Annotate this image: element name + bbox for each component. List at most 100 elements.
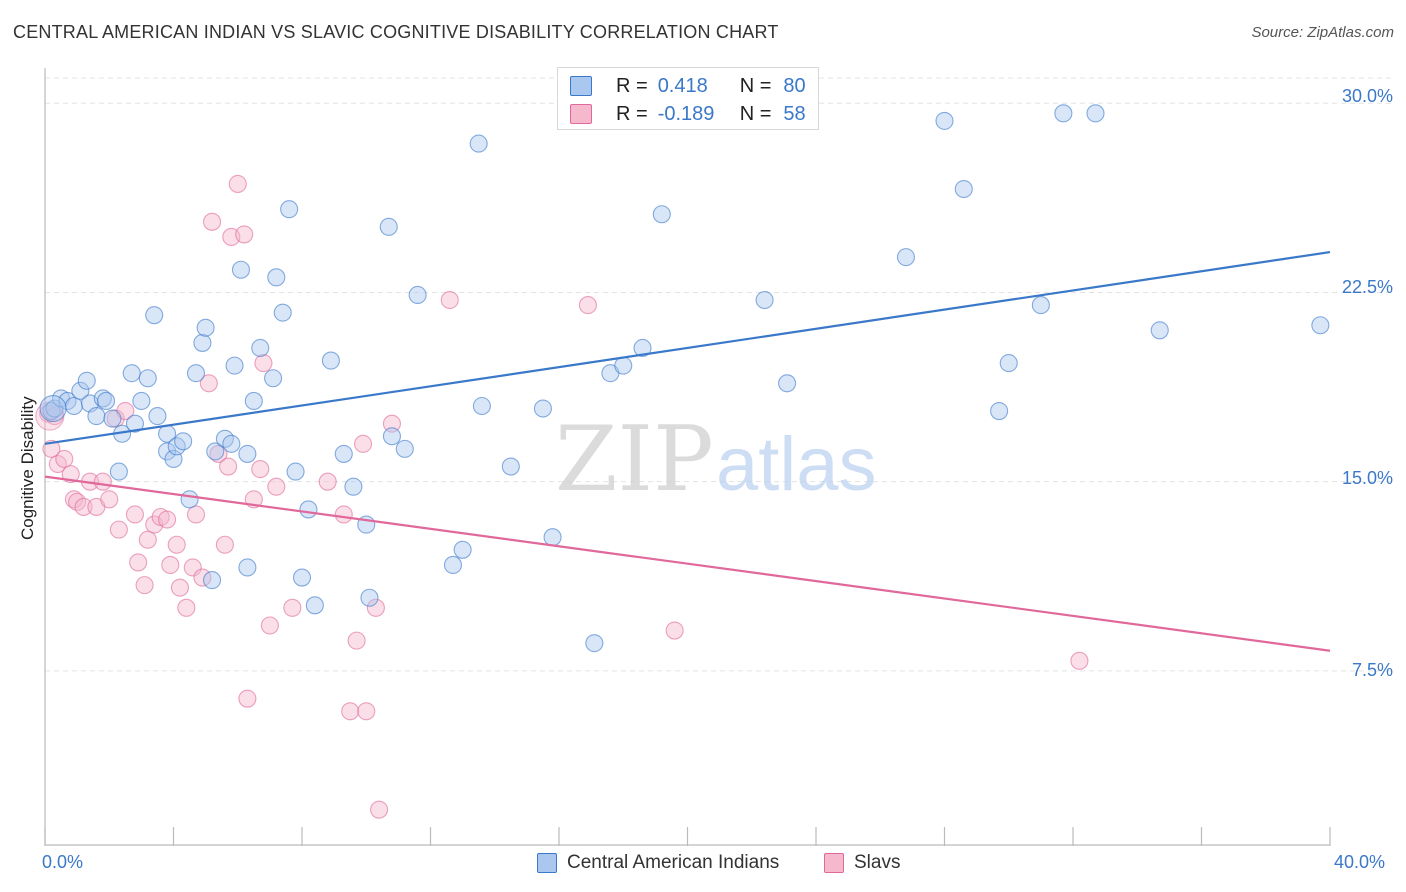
central-american-indians-point (755, 290, 774, 310)
y-tick-label-15: 15.0% (1341, 468, 1393, 488)
central-american-indians-point (71, 381, 90, 400)
slavs-point (55, 449, 74, 469)
slavs-point (267, 477, 286, 496)
central-american-indians-point (196, 318, 215, 337)
central-american-indians-point (382, 427, 402, 446)
legend-row-slavs: R = -0.189 N = 58 (570, 101, 806, 127)
central-american-indians-point (501, 457, 520, 476)
central-american-indians-point (193, 333, 212, 352)
slavs-point (283, 598, 302, 617)
central-american-indians-point (344, 477, 363, 496)
central-american-indians-point (443, 555, 463, 574)
central-american-indians-point (96, 391, 116, 410)
central-american-indians-point (264, 369, 283, 388)
central-american-indians-point (395, 439, 414, 458)
central-american-indians-point (222, 434, 241, 453)
central-american-indians-point (543, 528, 562, 547)
y-tick-label-22-5: 22.5% (1341, 277, 1393, 297)
x-tick-label-min: 0.0% (42, 852, 84, 872)
slavs-point (440, 290, 459, 310)
central-american-indians-point (954, 179, 973, 199)
central-american-indians-point (244, 391, 263, 410)
legend-r-value: -0.189 (657, 102, 715, 125)
central-american-indians-point (453, 540, 472, 559)
central-american-indians-point (286, 462, 305, 481)
slavs-point (1070, 651, 1089, 670)
legend-n-label: N = (739, 102, 772, 125)
slavs-point (74, 497, 93, 516)
central-american-indians-point (238, 558, 257, 577)
central-american-indians-point (778, 374, 797, 393)
central-american-indians-point (186, 364, 206, 383)
slavs-point (93, 472, 112, 491)
legend-swatch-blue (537, 853, 557, 873)
central-american-indians-point (206, 442, 225, 461)
chart-title: CENTRAL AMERICAN INDIAN VS SLAVIC COGNIT… (13, 22, 779, 42)
trend-lines (44, 251, 1331, 652)
central-american-indians-point (109, 462, 128, 481)
slavs-point (254, 354, 273, 373)
central-american-indians-point (896, 248, 916, 267)
central-american-indians-point (77, 371, 96, 390)
slavs-point (125, 505, 144, 524)
slavs-points (35, 174, 1089, 819)
legend-item-central-american-indians[interactable]: Central American Indians (537, 852, 779, 874)
central-american-indians-point (614, 356, 633, 375)
legend-swatch-blue (570, 76, 592, 96)
source-label: Source: ZipAtlas.com (1251, 24, 1394, 41)
central-american-indians-point (267, 268, 286, 287)
slavs-point (138, 530, 157, 549)
central-american-indians-point (652, 205, 671, 224)
central-american-indians-point (280, 200, 299, 219)
central-american-indians-point (203, 571, 222, 590)
legend-item-slavs[interactable]: Slavs (824, 852, 900, 874)
central-american-indians-point (935, 111, 954, 130)
legend-r-label: R = (616, 74, 648, 97)
central-american-indians-point (125, 414, 144, 433)
slavs-point (347, 631, 366, 650)
slavs-point (42, 439, 61, 458)
slavs-point (366, 598, 385, 617)
slavs-point (109, 520, 128, 539)
central-american-indians-point (999, 354, 1018, 373)
watermark-atlas: atlas (716, 422, 877, 507)
slavs-point (318, 472, 337, 491)
slavs-point (183, 558, 202, 577)
central-american-indians-point (585, 634, 604, 653)
central-american-indians-point (132, 391, 151, 410)
slavs-point (177, 598, 196, 617)
central-american-indians-point (1031, 296, 1050, 315)
central-american-indians-point (1054, 104, 1073, 123)
slavs-point (260, 616, 279, 635)
central-american-indians-point (305, 596, 324, 615)
slavs-point (161, 555, 180, 574)
slavs-point (158, 510, 177, 529)
central-american-indians-point (225, 356, 244, 375)
slavs-point (167, 535, 186, 554)
slavs-point (215, 535, 234, 554)
legend-r-label: R = (616, 102, 648, 125)
watermark-zip: ZIP (555, 407, 714, 512)
central-american-indians-point (87, 407, 106, 426)
legend-n-label: N = (739, 74, 772, 97)
slavs-point (209, 444, 228, 463)
grid-lines (45, 77, 1392, 672)
legend-label-central-american-indians: Central American Indians (567, 852, 780, 873)
central-american-indians-point (533, 399, 552, 418)
x-tick-label-max: 40.0% (1334, 852, 1386, 872)
slavs-point (334, 505, 353, 524)
central-american-indians-point (231, 260, 251, 279)
central-american-indians-point (122, 364, 141, 383)
central-american-indians-point (1086, 104, 1105, 123)
slavs-point (382, 414, 402, 433)
slavs-point (341, 702, 360, 721)
central-american-indians-point (251, 338, 270, 358)
central-american-indians-point (1150, 321, 1169, 340)
slavs-point (357, 702, 376, 721)
central-american-indians-point (292, 568, 312, 587)
central-american-indians-point (472, 396, 491, 416)
central-american-indians-point (145, 306, 164, 325)
slavs-point (199, 374, 218, 393)
legend-row-central-american-indians: R = 0.418 N = 80 (570, 73, 806, 99)
